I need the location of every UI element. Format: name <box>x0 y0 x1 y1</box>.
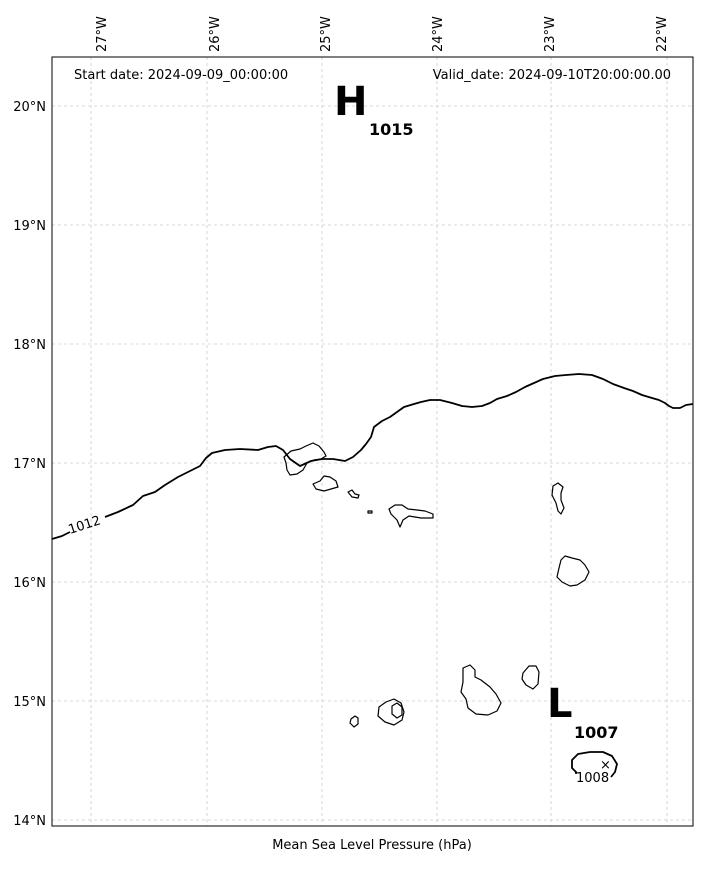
island-fogo <box>377 698 405 726</box>
graticule <box>52 57 693 826</box>
lat-label-15n: 15°N <box>13 695 46 710</box>
high-pressure-symbol: H <box>334 79 367 125</box>
lat-label-17n: 17°N <box>13 457 46 472</box>
lat-label-20n: 20°N <box>13 100 46 115</box>
isobar-1012 <box>51 373 694 540</box>
lon-label-27w: 27°W <box>95 16 110 52</box>
longitude-labels: 27°W 26°W 25°W 24°W 23°W 22°W <box>95 16 670 52</box>
island-sao-nicolau <box>388 504 434 528</box>
island-maio <box>521 665 540 690</box>
isobar-1008 <box>571 751 618 778</box>
lon-label-22w: 22°W <box>655 16 670 52</box>
island-brava <box>349 715 359 728</box>
island-branco <box>367 510 373 514</box>
isobar-label-1012: 1012 <box>67 513 103 537</box>
island-fogo-crater <box>391 702 403 719</box>
map-frame <box>51 56 694 827</box>
island-santo-antao <box>283 442 327 476</box>
valid-date-label: Valid_date: 2024-09-10T20:00:00.00 <box>433 68 671 83</box>
low-center-marker: × <box>600 758 611 773</box>
lon-label-23w: 23°W <box>543 16 558 52</box>
start-date-label: Start date: 2024-09-09_00:00:00 <box>74 68 288 83</box>
island-santa-luzia <box>347 489 360 499</box>
island-sao-vicente <box>312 475 339 492</box>
isobar-label-1008: 1008 <box>576 771 609 786</box>
island-santiago <box>460 664 502 716</box>
island-boa-vista <box>556 555 590 587</box>
lon-label-24w: 24°W <box>431 16 446 52</box>
latitude-labels: 20°N 19°N 18°N 17°N 16°N 15°N 14°N <box>13 100 46 829</box>
low-pressure-value: 1007 <box>574 723 619 742</box>
lon-label-26w: 26°W <box>208 16 223 52</box>
high-pressure-value: 1015 <box>369 120 414 139</box>
lat-label-14n: 14°N <box>13 814 46 829</box>
lat-label-16n: 16°N <box>13 576 46 591</box>
low-pressure-symbol: L <box>547 681 573 727</box>
lon-label-25w: 25°W <box>319 16 334 52</box>
island-sal <box>551 482 565 515</box>
lat-label-18n: 18°N <box>13 338 46 353</box>
map-caption: Mean Sea Level Pressure (hPa) <box>272 838 472 853</box>
lat-label-19n: 19°N <box>13 219 46 234</box>
coastlines <box>283 442 590 728</box>
